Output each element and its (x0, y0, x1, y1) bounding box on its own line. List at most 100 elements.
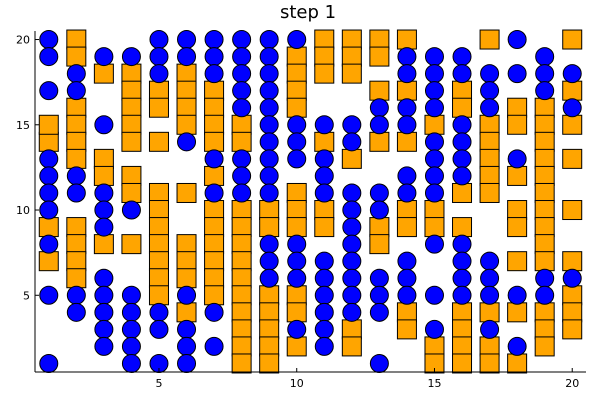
square-marker (286, 97, 307, 118)
circle-marker (259, 149, 279, 169)
circle-marker (535, 47, 555, 67)
square-marker (66, 268, 87, 289)
circle-marker (259, 64, 279, 84)
square-marker (341, 319, 362, 340)
circle-marker (259, 47, 279, 67)
circle-marker (369, 302, 389, 322)
circle-marker (287, 149, 307, 169)
circle-marker (232, 64, 252, 84)
circle-marker (232, 98, 252, 118)
circle-marker (204, 336, 224, 356)
x-tick-label: 15 (427, 377, 441, 390)
circle-marker (94, 285, 114, 305)
circle-marker (287, 30, 307, 50)
square-marker (341, 29, 362, 50)
circle-marker (480, 64, 500, 84)
square-marker (148, 251, 169, 272)
circle-marker (232, 47, 252, 67)
circle-marker (94, 319, 114, 339)
circle-marker (204, 183, 224, 203)
square-marker (231, 268, 252, 289)
circle-marker (39, 285, 59, 305)
square-marker (286, 182, 307, 203)
circle-marker (259, 166, 279, 186)
circle-marker (424, 81, 444, 101)
circle-marker (121, 47, 141, 67)
square-marker (479, 182, 500, 203)
circle-marker (259, 115, 279, 135)
circle-marker (287, 132, 307, 152)
square-marker (259, 353, 280, 374)
circle-marker (314, 183, 334, 203)
square-marker (562, 285, 583, 306)
circle-marker (149, 64, 169, 84)
square-marker (204, 80, 225, 101)
circle-marker (369, 115, 389, 135)
square-marker (204, 217, 225, 238)
square-marker (452, 182, 473, 203)
square-marker (286, 63, 307, 84)
circle-marker (177, 319, 197, 339)
square-marker (396, 200, 417, 221)
circle-marker (121, 319, 141, 339)
square-marker (176, 80, 197, 101)
square-marker (121, 131, 142, 152)
square-marker (452, 302, 473, 323)
circle-marker (66, 64, 86, 84)
circle-marker (149, 30, 169, 50)
square-marker (562, 80, 583, 101)
square-marker (479, 29, 500, 50)
square-marker (396, 217, 417, 238)
square-marker (369, 46, 390, 67)
square-marker (424, 200, 445, 221)
circle-marker (204, 47, 224, 67)
circle-marker (39, 30, 59, 50)
square-marker (231, 353, 252, 374)
square-marker (204, 200, 225, 221)
square-marker (148, 131, 169, 152)
square-marker (507, 97, 528, 118)
circle-marker (452, 251, 472, 271)
square-marker (93, 63, 114, 84)
square-marker (562, 302, 583, 323)
circle-marker (397, 166, 417, 186)
circle-marker (66, 285, 86, 305)
circle-marker (562, 64, 582, 84)
circle-marker (204, 149, 224, 169)
circle-marker (452, 132, 472, 152)
square-marker (534, 200, 555, 221)
square-marker (314, 29, 335, 50)
circle-marker (424, 132, 444, 152)
square-marker (231, 234, 252, 255)
square-marker (93, 148, 114, 169)
circle-marker (39, 149, 59, 169)
square-marker (176, 234, 197, 255)
x-tick-label: 5 (155, 377, 162, 390)
square-marker (148, 285, 169, 306)
circle-marker (424, 47, 444, 67)
square-marker (396, 80, 417, 101)
circle-marker (452, 64, 472, 84)
circle-marker (177, 353, 197, 373)
circle-marker (452, 234, 472, 254)
square-marker (369, 131, 390, 152)
square-marker (534, 97, 555, 118)
square-marker (204, 285, 225, 306)
circle-marker (39, 353, 59, 373)
circle-marker (452, 115, 472, 135)
circle-marker (507, 336, 527, 356)
circle-marker (66, 183, 86, 203)
circle-marker (66, 166, 86, 186)
circle-marker (94, 47, 114, 67)
circle-marker (424, 64, 444, 84)
x-tick-label: 20 (565, 377, 579, 390)
square-marker (176, 114, 197, 135)
circle-marker (369, 268, 389, 288)
square-marker (121, 114, 142, 135)
square-marker (231, 302, 252, 323)
circle-marker (397, 98, 417, 118)
square-marker (231, 336, 252, 357)
circle-marker (342, 115, 362, 135)
square-marker (452, 80, 473, 101)
